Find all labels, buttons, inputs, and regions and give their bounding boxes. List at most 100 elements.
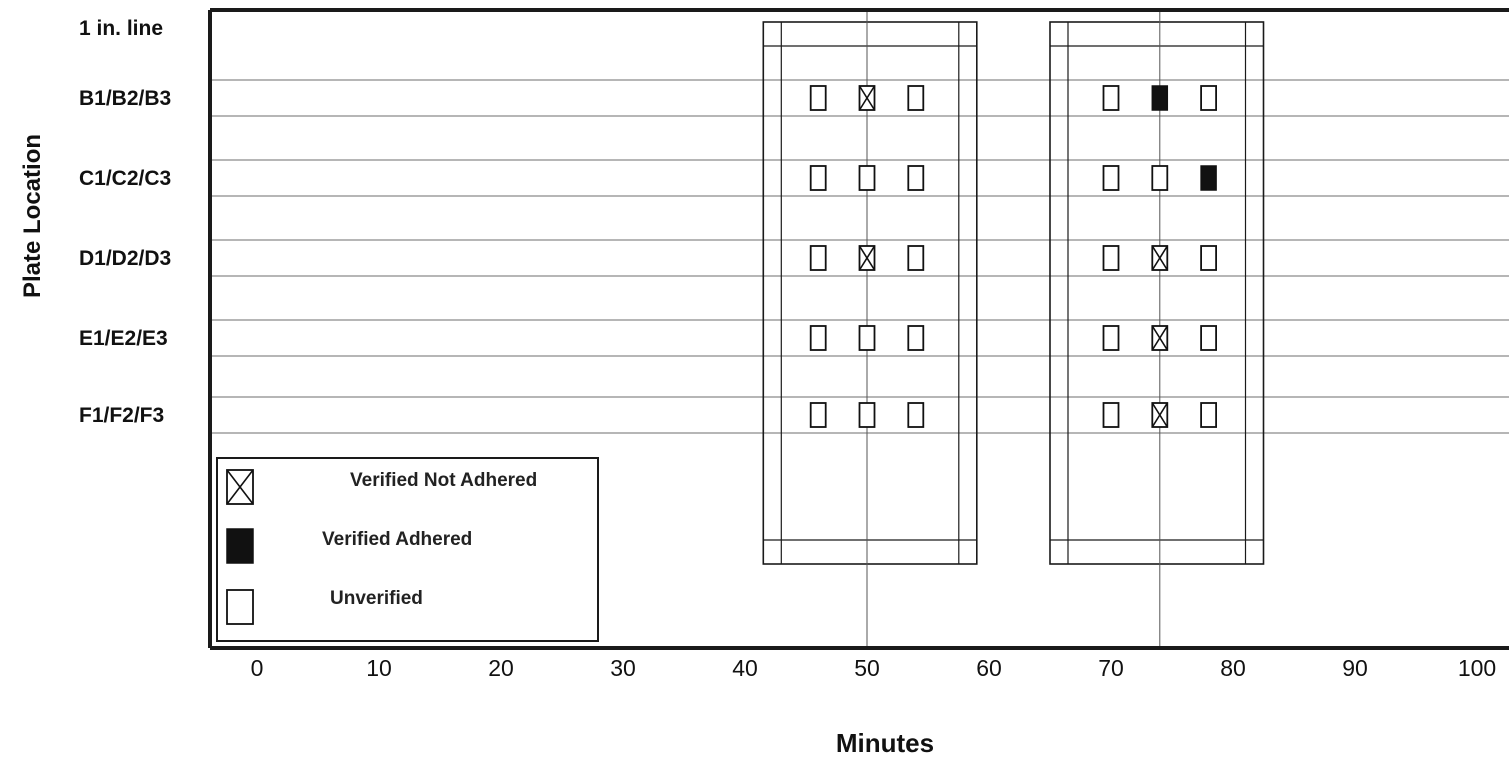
legend-swatch [226, 589, 254, 625]
y-axis-label: Plate Location [19, 134, 46, 298]
marker-cross [226, 469, 254, 505]
y-tick-label: 1 in. line [79, 17, 163, 40]
plate-marker-unverified [809, 245, 827, 271]
y-tick-label: D1/D2/D3 [79, 247, 171, 270]
marker-box [809, 402, 827, 428]
x-axis-label: Minutes [836, 728, 934, 757]
plate-marker-unverified [1200, 245, 1217, 271]
plate-markers [809, 85, 1217, 428]
marker-box [907, 325, 925, 351]
marker-box [1102, 325, 1120, 351]
y-tick-labels: 1 in. line B1/B2/B3 C1/C2/C3 D1/D2/D3 E1/E2/… [79, 17, 171, 427]
marker-cross [1151, 402, 1168, 428]
legend: Verified Not Adhered Verified Adhered Unve… [216, 457, 599, 642]
plate-marker-unverified [1102, 325, 1120, 351]
axis-labels: Minutes Plate Location [19, 134, 934, 758]
marker-cross [858, 85, 876, 111]
time-window [1049, 21, 1265, 565]
y-tick-label: C1/C2/C3 [79, 167, 171, 190]
marker-box [809, 325, 827, 351]
legend-entry: Verified Adhered [226, 528, 472, 564]
marker-box-filled [226, 528, 254, 564]
plate-marker-unverified [907, 245, 925, 271]
marker-box [1200, 402, 1217, 428]
x-tick-label: 40 [732, 655, 758, 681]
y-tick-label: B1/B2/B3 [79, 87, 171, 110]
plate-marker-unverified [1151, 165, 1169, 191]
marker-box [1200, 85, 1217, 111]
marker-cross [1151, 245, 1168, 271]
marker-box [226, 589, 254, 625]
plate-marker-unverified [1200, 85, 1217, 111]
plate-marker-unverified [907, 165, 925, 191]
plate-marker-verified-adhered [1200, 165, 1217, 191]
plot-frame [208, 8, 1509, 650]
legend-box [216, 457, 599, 642]
plate-marker-unverified [1102, 165, 1120, 191]
marker-box [1200, 325, 1217, 351]
plate-marker-verified-not-adhered [858, 85, 876, 111]
x-tick-label: 10 [366, 655, 392, 681]
marker-box [858, 325, 876, 351]
marker-box-filled [1151, 85, 1169, 111]
x-tick-label: 90 [1342, 655, 1368, 681]
x-tick-label: 60 [976, 655, 1002, 681]
x-tick-label: 100 [1458, 655, 1496, 681]
plate-marker-unverified [858, 325, 876, 351]
marker-box [907, 85, 925, 111]
marker-box [809, 245, 827, 271]
plate-marker-unverified [907, 402, 925, 428]
marker-cross [1151, 325, 1168, 351]
legend-label: Verified Adhered [322, 529, 472, 550]
legend-swatch [226, 469, 254, 505]
plate-marker-unverified [907, 85, 925, 111]
plate-marker-unverified [1102, 85, 1120, 111]
marker-box [1200, 245, 1217, 271]
window-outer-frame [1049, 21, 1265, 565]
legend-label: Unverified [330, 588, 423, 609]
legend-entry: Unverified [226, 588, 423, 625]
y-tick-label: E1/E2/E3 [79, 327, 168, 350]
marker-box [858, 402, 876, 428]
plate-marker-unverified [1102, 402, 1120, 428]
plate-marker-unverified [858, 402, 876, 428]
marker-box [1102, 85, 1120, 111]
marker-box [1102, 245, 1120, 271]
marker-box [809, 165, 827, 191]
time-windows [762, 21, 1265, 565]
marker-box [1102, 165, 1120, 191]
marker-box [1151, 165, 1169, 191]
marker-box-filled [1200, 165, 1217, 191]
plate-marker-unverified [809, 165, 827, 191]
plate-marker-verified-not-adhered [858, 245, 876, 271]
legend-label: Verified Not Adhered [350, 470, 537, 491]
x-tick-label: 80 [1220, 655, 1246, 681]
x-tick-labels: 0 10 20 30 40 50 60 70 80 90 100 [251, 655, 1497, 681]
y-tick-label: F1/F2/F3 [79, 404, 164, 427]
plate-marker-verified-not-adhered [1151, 245, 1169, 271]
marker-cross [858, 245, 876, 271]
x-tick-label: 50 [854, 655, 880, 681]
plate-marker-unverified [858, 165, 876, 191]
plate-marker-unverified [907, 325, 925, 351]
plate-marker-unverified [809, 402, 827, 428]
plate-marker-verified-adhered [1151, 85, 1169, 111]
marker-box [907, 245, 925, 271]
marker-box [809, 85, 827, 111]
marker-box [907, 402, 925, 428]
marker-box [907, 165, 925, 191]
plate-marker-verified-not-adhered [1151, 325, 1169, 351]
marker-box [1102, 402, 1120, 428]
plate-marker-unverified [809, 85, 827, 111]
plate-marker-verified-not-adhered [1151, 402, 1169, 428]
x-tick-label: 20 [488, 655, 514, 681]
legend-entry: Verified Not Adhered [226, 469, 537, 505]
x-tick-label: 30 [610, 655, 636, 681]
marker-box [858, 165, 876, 191]
row-lane-lines [210, 79, 1509, 434]
window-outer-frame [762, 21, 978, 565]
plate-marker-unverified [809, 325, 827, 351]
x-tick-label: 0 [251, 655, 264, 681]
